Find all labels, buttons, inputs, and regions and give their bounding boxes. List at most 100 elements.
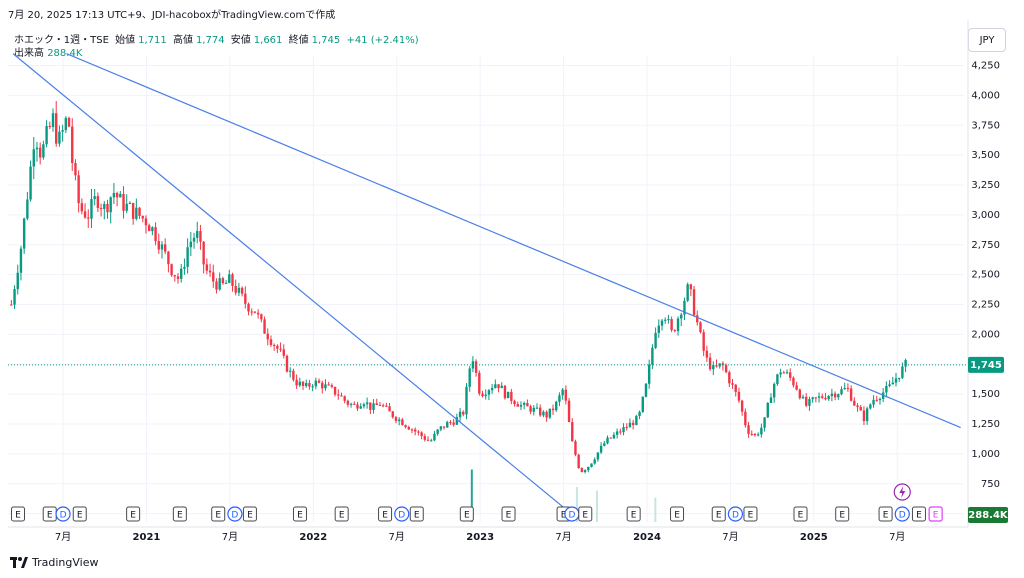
earnings-event-label: E [716, 511, 722, 521]
candle-body [638, 411, 641, 416]
candle-body [317, 380, 321, 383]
y-tick-label: 1,500 [971, 389, 1000, 400]
candle-body [388, 406, 391, 412]
candle-body [452, 422, 455, 425]
candle-body [349, 403, 353, 405]
volume-bar [595, 490, 598, 522]
candle-body [901, 366, 904, 378]
dividend-event-label: D [60, 511, 67, 521]
candle-body [567, 400, 571, 423]
candle-body [808, 399, 811, 406]
candle-body [80, 203, 84, 212]
candle-body [372, 403, 375, 410]
candle-body [740, 400, 744, 412]
candle-body [407, 427, 410, 430]
candle-body [494, 384, 497, 389]
earnings-event-icon [292, 506, 307, 522]
candle-body [680, 314, 683, 319]
candle-body [51, 113, 55, 128]
volume-badge [968, 507, 1008, 523]
earnings-event-icon [911, 506, 926, 522]
x-tick-label: 7月 [722, 531, 738, 543]
candle-body [497, 384, 500, 389]
candle-body [218, 278, 221, 290]
candle-body [542, 411, 545, 416]
candle-body [539, 407, 542, 416]
candle-body [151, 227, 154, 232]
candle-body [147, 225, 151, 232]
candle-body [414, 429, 417, 432]
candle-body [55, 113, 58, 144]
symbol-legend[interactable]: ホエック・1週・TSE 始値 1,711 高値 1,774 安値 1,661 終値 1,… [14, 31, 422, 46]
candle-body [471, 361, 475, 369]
candle-body [314, 380, 318, 387]
dividend-event-icon [394, 506, 410, 522]
candle-body [455, 417, 459, 425]
earnings-event-label: E [561, 511, 567, 521]
candle-body [13, 289, 16, 305]
candle-body [750, 433, 753, 435]
earnings-event-icon [670, 506, 685, 522]
x-tick-label: 2024 [633, 532, 661, 543]
candle-body [208, 270, 212, 273]
upcoming-earnings-label: E [933, 511, 939, 521]
candle-body [837, 394, 840, 398]
candle-body [10, 304, 13, 306]
candle-body [99, 207, 103, 209]
y-tick-label: 2,250 [971, 300, 1000, 311]
candle-body [237, 287, 241, 293]
candle-body [615, 431, 619, 435]
candle-body [753, 433, 757, 435]
candle-body [439, 426, 443, 430]
candle-body [625, 427, 628, 429]
candle-body [603, 443, 606, 446]
y-tick-label: 2,500 [971, 270, 1000, 281]
y-tick-label: 750 [981, 479, 1000, 490]
candle-body [180, 268, 183, 279]
earnings-event-label: E [631, 511, 637, 521]
candle-body [173, 275, 177, 277]
candle-body [503, 385, 507, 399]
symbol-title[interactable]: ホエック・1週・TSE [14, 35, 109, 46]
x-tick-label: 2022 [299, 532, 327, 543]
candle-body [74, 162, 77, 176]
candle-body [228, 274, 231, 283]
earnings-event-icon [835, 506, 850, 522]
candle-body [263, 319, 266, 334]
candle-body [234, 285, 237, 293]
candle-body [606, 437, 609, 444]
earnings-event-icon [409, 506, 424, 522]
candle-body [551, 408, 555, 411]
x-tick-label: 7月 [889, 531, 905, 543]
candle-body [288, 370, 292, 372]
candle-body [189, 241, 193, 248]
candle-body [875, 399, 878, 401]
x-tick-label: 7月 [222, 531, 238, 543]
candle-body [48, 126, 51, 128]
candle-body [183, 266, 186, 269]
earnings-event-label: E [839, 511, 845, 521]
candle-body [763, 417, 766, 428]
candle-body [109, 197, 112, 213]
candle-body [631, 422, 635, 426]
candle-body [827, 396, 830, 400]
candle-body [301, 381, 305, 386]
candle-body [221, 278, 225, 284]
earnings-event-icon [743, 506, 758, 522]
candle-body [282, 349, 285, 356]
tradingview-logo[interactable]: TradingView [10, 556, 98, 569]
candle-body [805, 396, 808, 406]
earnings-event-icon [242, 506, 257, 522]
candle-body [365, 402, 369, 405]
x-tick-label: 2025 [800, 532, 828, 543]
candle-body [760, 427, 763, 435]
candle-body [474, 361, 478, 373]
candle-body [609, 437, 612, 439]
candle-body [513, 400, 516, 405]
candle-body [535, 407, 539, 409]
candle-body [32, 149, 35, 167]
candle-body [103, 203, 106, 209]
candle-body [308, 382, 311, 387]
candle-body [67, 117, 71, 127]
